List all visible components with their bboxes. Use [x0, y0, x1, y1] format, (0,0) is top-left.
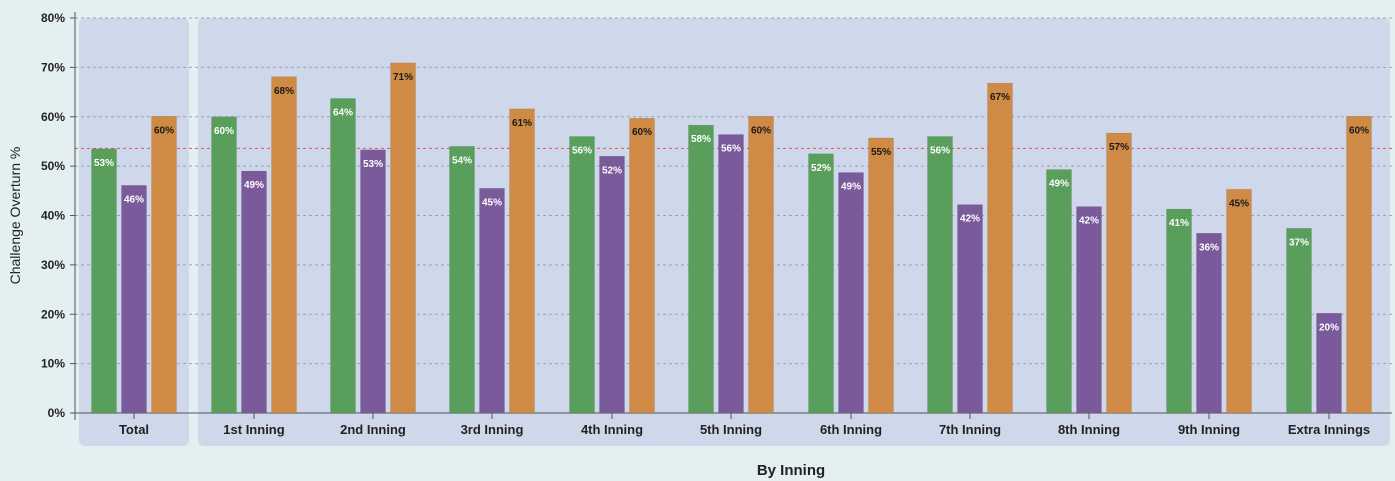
data-label: 67%: [990, 92, 1010, 103]
x-tick-label: Total: [119, 422, 149, 437]
y-tick-label: 70%: [41, 60, 65, 74]
bar: [1226, 189, 1252, 414]
data-label: 52%: [811, 163, 831, 174]
data-label: 58%: [691, 134, 711, 145]
data-label: 41%: [1169, 218, 1189, 229]
bar: [688, 124, 714, 414]
data-label: 56%: [930, 146, 950, 157]
bar: [330, 98, 356, 414]
bar: [629, 117, 655, 414]
bar: [957, 204, 983, 414]
data-label: 42%: [1079, 216, 1099, 227]
bar: [1346, 116, 1372, 414]
bar: [987, 82, 1013, 414]
bar: [390, 62, 416, 414]
x-tick-label: 1st Inning: [223, 422, 284, 437]
bar: [599, 156, 625, 414]
bar: [1106, 132, 1132, 414]
data-label: 56%: [572, 146, 592, 157]
data-label: 36%: [1199, 242, 1219, 253]
y-tick-label: 20%: [41, 307, 65, 321]
y-tick-label: 60%: [41, 110, 65, 124]
data-label: 45%: [482, 197, 502, 208]
data-label: 71%: [393, 72, 413, 83]
bar: [927, 136, 953, 414]
bar: [569, 136, 595, 414]
data-label: 49%: [1049, 179, 1069, 190]
x-tick-label: 8th Inning: [1058, 422, 1120, 437]
x-tick-label: 7th Inning: [939, 422, 1001, 437]
bar: [509, 108, 535, 414]
data-label: 49%: [841, 182, 861, 193]
x-axis-label: By Inning: [757, 462, 825, 479]
data-label: 37%: [1289, 237, 1309, 248]
data-label: 42%: [960, 214, 980, 225]
data-label: 60%: [214, 126, 234, 137]
y-tick-label: 50%: [41, 159, 65, 173]
y-tick-label: 10%: [41, 357, 65, 371]
data-label: 54%: [452, 155, 472, 166]
data-label: 55%: [871, 147, 891, 158]
data-label: 20%: [1319, 322, 1339, 333]
data-label: 53%: [363, 159, 383, 170]
data-label: 46%: [124, 194, 144, 205]
data-label: 57%: [1109, 142, 1129, 153]
data-label: 52%: [602, 165, 622, 176]
bar: [808, 153, 834, 414]
data-label: 53%: [94, 158, 114, 169]
x-tick-label: 2nd Inning: [340, 422, 406, 437]
bar: [241, 170, 267, 414]
x-tick-label: 9th Inning: [1178, 422, 1240, 437]
bar: [1316, 313, 1342, 414]
bar: [1166, 208, 1192, 414]
x-tick-label: 6th Inning: [820, 422, 882, 437]
bar: [479, 188, 505, 414]
data-label: 64%: [333, 107, 353, 118]
data-label: 61%: [512, 118, 532, 129]
bar: [91, 148, 117, 414]
bar: [1196, 233, 1222, 414]
data-label: 56%: [721, 144, 741, 155]
bar: [121, 185, 147, 414]
bar: [838, 172, 864, 414]
bar: [748, 116, 774, 414]
data-label: 60%: [1349, 125, 1369, 136]
data-label: 60%: [632, 127, 652, 138]
bar: [718, 134, 744, 414]
bar: [211, 116, 237, 414]
y-tick-label: 40%: [41, 209, 65, 223]
x-tick-label: 3rd Inning: [461, 422, 524, 437]
bar: [151, 116, 177, 414]
bar: [1286, 228, 1312, 414]
y-tick-label: 80%: [41, 11, 65, 25]
data-label: 68%: [274, 86, 294, 97]
x-tick-label: 5th Inning: [700, 422, 762, 437]
bar: [271, 76, 297, 414]
data-label: 60%: [751, 125, 771, 136]
data-label: 60%: [154, 125, 174, 136]
y-axis-label: Challenge Overturn %: [7, 147, 23, 285]
bar: [449, 146, 475, 414]
bar: [1046, 169, 1072, 414]
x-tick-label: Extra Innings: [1288, 422, 1370, 437]
data-label: 49%: [244, 180, 264, 191]
data-label: 45%: [1229, 198, 1249, 209]
y-tick-label: 0%: [48, 406, 66, 420]
x-tick-label: 4th Inning: [581, 422, 643, 437]
bar: [868, 137, 894, 414]
y-tick-label: 30%: [41, 258, 65, 272]
bar: [1076, 206, 1102, 414]
bar: [360, 149, 386, 414]
